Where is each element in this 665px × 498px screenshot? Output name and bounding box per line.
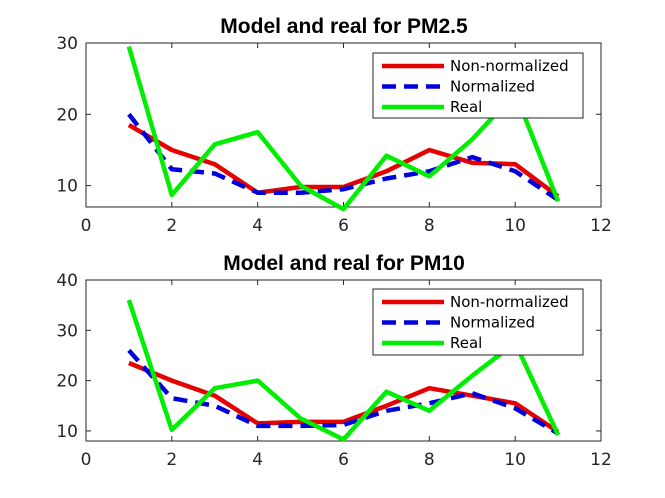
x-tick-label: 10 xyxy=(504,216,526,236)
x-tick-label: 2 xyxy=(166,216,177,236)
legend-label: Real xyxy=(450,98,482,116)
series-line-normalized xyxy=(127,112,560,202)
x-tick-label: 6 xyxy=(338,216,349,236)
subplot-pm25: Model and real for PM2.5 0 2 4 6 8 10 12 10 20 30… xyxy=(56,15,611,236)
legend-label: Non-normalized xyxy=(450,57,569,75)
series-lines xyxy=(126,299,561,442)
y-tick-label: 20 xyxy=(56,105,78,125)
legend-label: Real xyxy=(450,334,482,352)
series-line-real xyxy=(126,45,561,212)
subplot-pm10: Model and real for PM10 0 2 4 6 8 10 12 10 20 30 4… xyxy=(56,252,611,470)
x-tick-label: 6 xyxy=(338,450,349,470)
y-tick-label: 30 xyxy=(56,34,78,54)
y-tick-label: 20 xyxy=(56,372,78,392)
x-tick-label: 4 xyxy=(252,450,263,470)
y-tick-label: 10 xyxy=(56,177,78,197)
x-tick-label: 4 xyxy=(252,216,263,236)
axis-ticks: 0 2 4 6 8 10 12 10 20 30 xyxy=(56,34,611,236)
chart-title: Model and real for PM10 xyxy=(223,252,465,275)
series-line-non-normalized xyxy=(128,360,560,434)
y-tick-label: 30 xyxy=(56,321,78,341)
x-tick-label: 0 xyxy=(81,216,92,236)
legend: Non-normalized Normalized Real xyxy=(372,288,584,356)
x-tick-label: 8 xyxy=(424,216,435,236)
series-lines xyxy=(126,45,561,212)
series-line-real xyxy=(126,299,561,442)
chart-title: Model and real for PM2.5 xyxy=(220,15,468,38)
x-tick-label: 2 xyxy=(166,450,177,470)
legend-label: Non-normalized xyxy=(450,293,569,311)
x-tick-label: 8 xyxy=(424,450,435,470)
x-tick-label: 12 xyxy=(590,216,612,236)
x-tick-label: 12 xyxy=(590,450,612,470)
y-tick-label: 10 xyxy=(56,422,78,442)
y-tick-label: 40 xyxy=(56,271,78,291)
x-tick-label: 10 xyxy=(504,450,526,470)
legend: Non-normalized Normalized Real xyxy=(372,52,584,119)
legend-label: Normalized xyxy=(450,314,535,332)
axis-ticks: 0 2 4 6 8 10 12 10 20 30 40 xyxy=(56,271,611,470)
x-tick-label: 0 xyxy=(81,450,92,470)
legend-label: Normalized xyxy=(450,78,535,96)
